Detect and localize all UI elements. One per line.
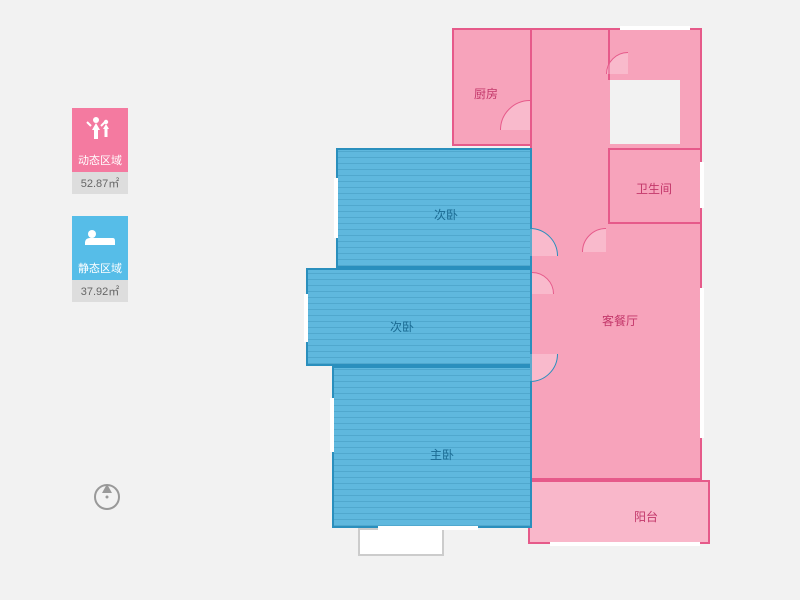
- legend-dynamic-value: 52.87㎡: [72, 172, 128, 194]
- label-bathroom: 卫生间: [636, 180, 672, 197]
- floorplan: 客餐厅 厨房 卫生间 阳台 次卧 次卧 主卧: [270, 28, 730, 570]
- legend-panel: 动态区域 52.87㎡ 静态区域 37.92㎡: [72, 108, 128, 324]
- room-bed2b: 次卧: [306, 268, 532, 366]
- legend-dynamic-title: 动态区域: [72, 148, 128, 172]
- room-master: 主卧: [332, 366, 532, 528]
- room-balcony: 阳台: [528, 480, 710, 544]
- room-living-upper: [530, 28, 610, 146]
- window-bed2a: [334, 178, 338, 238]
- window-balcony-bottom: [550, 542, 700, 546]
- label-bed2a: 次卧: [434, 206, 458, 223]
- legend-static-title: 静态区域: [72, 256, 128, 280]
- window-master-bottom: [378, 526, 478, 530]
- label-master: 主卧: [430, 446, 454, 463]
- label-living: 客餐厅: [602, 312, 638, 329]
- label-kitchen: 厨房: [474, 85, 498, 102]
- window-bathroom-right: [700, 162, 704, 208]
- room-bed2a: 次卧: [336, 148, 532, 268]
- label-bed2b: 次卧: [390, 318, 414, 335]
- window-master-left: [330, 398, 334, 452]
- balcony-slab: [358, 528, 444, 556]
- legend-static-value: 37.92㎡: [72, 280, 128, 302]
- window-bed2b: [304, 294, 308, 342]
- compass-icon: [94, 484, 120, 510]
- legend-static: 静态区域 37.92㎡: [72, 216, 128, 302]
- window-living-right: [700, 288, 704, 438]
- room-bathroom: 卫生间: [608, 148, 702, 224]
- sleep-icon: [72, 216, 128, 256]
- people-icon: [72, 108, 128, 148]
- room-kitchen: 厨房: [452, 28, 532, 146]
- window-top: [620, 26, 690, 30]
- legend-dynamic: 动态区域 52.87㎡: [72, 108, 128, 194]
- label-balcony: 阳台: [634, 508, 658, 525]
- room-living-rightcol: [680, 78, 702, 150]
